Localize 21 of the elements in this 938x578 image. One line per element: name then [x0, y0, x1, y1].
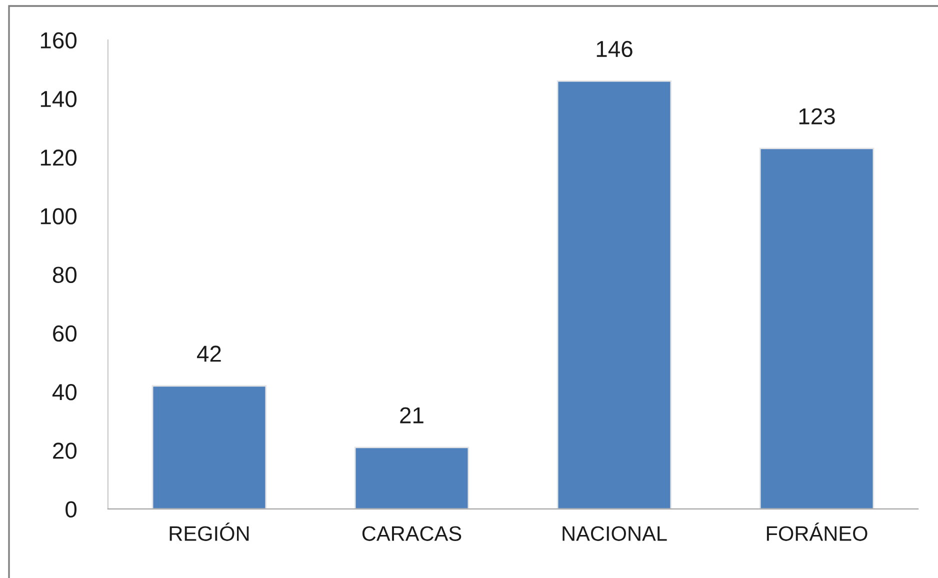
y-tick-label: 0	[66, 501, 77, 518]
y-tick-label: 20	[53, 442, 77, 459]
y-tick-label: 60	[53, 325, 77, 342]
bar	[759, 148, 874, 509]
data-label: 21	[400, 407, 424, 424]
y-tick-label: 40	[52, 384, 77, 400]
y-tick-label: 80	[52, 266, 77, 284]
y-tick-label: 160	[40, 32, 77, 49]
x-tick-label: CARACAS	[362, 526, 462, 541]
data-label: 42	[197, 346, 221, 362]
y-tick-label: 140	[40, 90, 77, 108]
bar	[354, 446, 470, 509]
x-tick-label: REGIÓN	[170, 522, 249, 541]
bar	[556, 80, 672, 509]
data-label: 146	[596, 40, 632, 58]
y-tick-label: 100	[40, 208, 77, 224]
y-tick-label: 120	[40, 150, 77, 166]
bar	[152, 385, 267, 509]
x-tick-label: FORÁNEO	[766, 522, 868, 541]
data-label: 123	[799, 108, 835, 124]
x-tick-label: NACIONAL	[562, 526, 667, 541]
